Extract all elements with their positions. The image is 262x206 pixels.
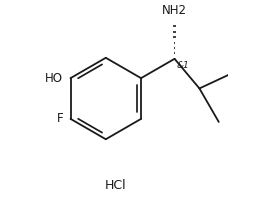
- Text: HCl: HCl: [105, 179, 126, 192]
- Text: NH2: NH2: [162, 4, 187, 17]
- Text: HO: HO: [45, 72, 63, 85]
- Text: &1: &1: [176, 61, 189, 70]
- Text: F: F: [57, 112, 64, 125]
